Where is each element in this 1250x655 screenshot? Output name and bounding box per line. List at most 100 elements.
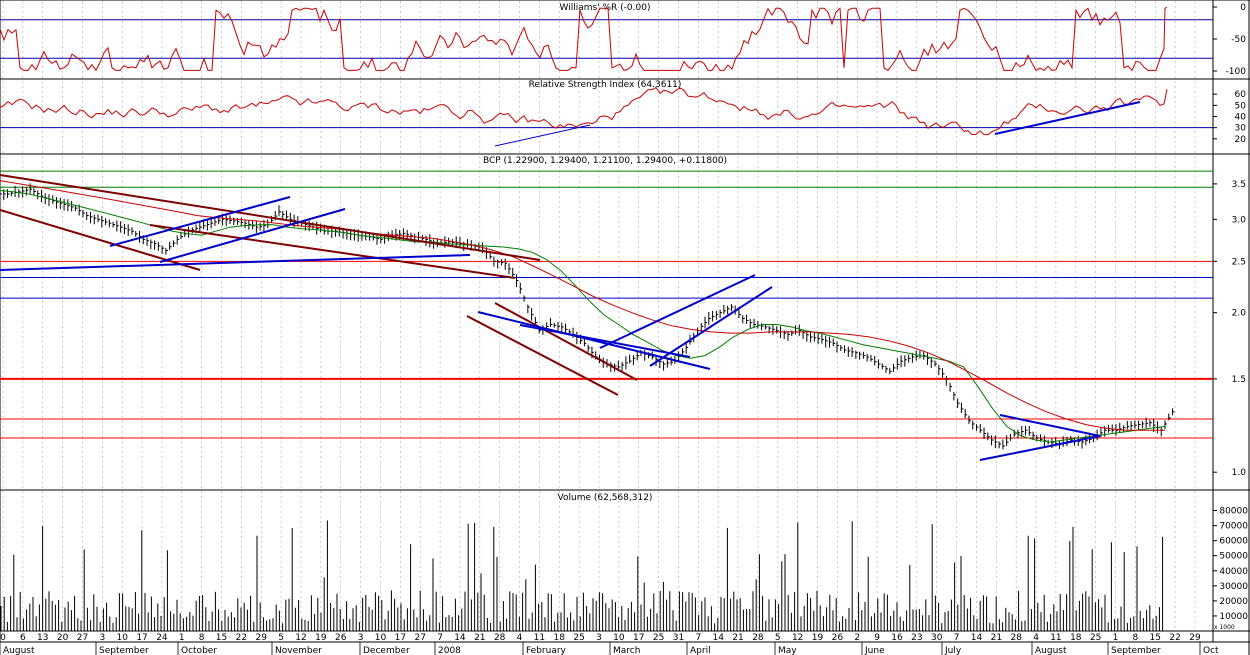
x-tick-label: 12 xyxy=(295,633,306,643)
x-tick-label: 18 xyxy=(554,633,566,643)
x-tick-label: 31 xyxy=(673,633,684,643)
x-tick-label: 30 xyxy=(931,633,943,643)
x-tick-label: 15 xyxy=(216,633,227,643)
x-tick-label: 16 xyxy=(891,633,903,643)
price-panel: 3.5 3.0 2.5 2.0 1.5 1.0 xyxy=(0,170,1247,478)
x-tick-label: 8 xyxy=(199,633,205,643)
williams-y-label: 0 xyxy=(1240,3,1246,13)
x-tick-label: 19 xyxy=(315,633,327,643)
volume-y-label: 10000 xyxy=(1219,612,1248,622)
month-label: February xyxy=(526,646,567,655)
x-tick-label: 6 xyxy=(20,633,26,643)
x-tick-label: 3 xyxy=(99,633,105,643)
x-tick-label: 1 xyxy=(1113,633,1119,643)
x-tick-label: 24 xyxy=(156,633,168,643)
x-tick-label: 20 xyxy=(57,633,69,643)
month-label: March xyxy=(613,646,640,655)
month-label: August xyxy=(1035,646,1067,655)
x-tick-label: 18 xyxy=(1070,633,1082,643)
x-tick-label: 14 xyxy=(454,633,466,643)
x-tick-label: 14 xyxy=(971,633,983,643)
rsi-title: Relative Strength Index (64.3611) xyxy=(529,80,682,90)
month-label: August xyxy=(3,646,35,655)
x-tick-label: 8 xyxy=(1133,633,1139,643)
month-label: September xyxy=(99,646,149,655)
trendline xyxy=(159,208,346,263)
month-label: December xyxy=(363,646,410,655)
x-tick-label: 29 xyxy=(1189,633,1201,643)
month-label: 2008 xyxy=(438,646,461,655)
x-tick-label: 28 xyxy=(494,633,506,643)
month-label: April xyxy=(690,646,711,655)
rsi-y-label: 20 xyxy=(1235,135,1247,145)
x-tick-label: 15 xyxy=(1150,633,1161,643)
x-tick-label: 27 xyxy=(77,633,88,643)
x-tick-label: 10 xyxy=(116,633,128,643)
x-tick-label: 22 xyxy=(1169,633,1180,643)
volume-unit-label: x 1000 xyxy=(1214,624,1235,631)
x-tick-label: 12 xyxy=(792,633,803,643)
x-tick-label: 9 xyxy=(874,633,880,643)
month-label: September xyxy=(1111,646,1161,655)
x-axis: 0 6 13 20 27 3 10 17 24 1 8 15 22 29 5 12 19 26 3 10 17 27 7 14… xyxy=(0,633,1219,655)
month-label: Oct xyxy=(1203,646,1219,655)
rsi-y-label: 50 xyxy=(1235,101,1247,111)
rsi-line xyxy=(0,86,1168,136)
x-tick-label: 17 xyxy=(395,633,406,643)
x-tick-label: 17 xyxy=(136,633,147,643)
trendline xyxy=(649,286,773,367)
x-tick-label: 4 xyxy=(517,633,523,643)
x-tick-label: 25 xyxy=(573,633,584,643)
volume-y-label: 40000 xyxy=(1219,567,1248,577)
x-tick-label: 7 xyxy=(695,633,701,643)
x-tick-label: 3 xyxy=(596,633,602,643)
price-y-label: 3.0 xyxy=(1232,215,1247,225)
x-tick-label: 11 xyxy=(1050,633,1061,643)
trendline xyxy=(999,414,1101,437)
x-tick-label: 21 xyxy=(732,633,743,643)
x-tick-label: 25 xyxy=(1090,633,1101,643)
x-tick-label: 2 xyxy=(854,633,860,643)
williams-r-title: Williams' %R (-0.00) xyxy=(560,3,651,13)
x-tick-label: 7 xyxy=(437,633,443,643)
trendline xyxy=(0,254,471,271)
trendline xyxy=(477,311,711,370)
trendline xyxy=(494,302,638,381)
volume-y-label: 80000 xyxy=(1219,507,1248,517)
trendline xyxy=(599,274,756,349)
x-tick-label: 22 xyxy=(236,633,247,643)
x-tick-label: 26 xyxy=(335,633,347,643)
x-tick-label: 23 xyxy=(911,633,922,643)
month-label: November xyxy=(275,646,322,655)
x-tick-label: 5 xyxy=(278,633,284,643)
rsi-y-label: 60 xyxy=(1235,90,1247,100)
volume-title: Volume (62,568,312) xyxy=(558,493,653,503)
rsi-y-label: 40 xyxy=(1235,113,1247,123)
volume-y-label: 30000 xyxy=(1219,582,1248,592)
short-moving-average xyxy=(0,190,1166,443)
x-tick-label: 10 xyxy=(375,633,387,643)
x-tick-label: 19 xyxy=(812,633,824,643)
rsi-y-label: 30 xyxy=(1235,124,1247,134)
x-tick-label: 14 xyxy=(712,633,724,643)
month-label: June xyxy=(864,646,885,655)
x-tick-label: 5 xyxy=(775,633,781,643)
x-tick-label: 11 xyxy=(534,633,545,643)
x-tick-label: 4 xyxy=(1033,633,1039,643)
vertical-gridlines xyxy=(2,1,1196,631)
volume-y-label: 60000 xyxy=(1219,537,1248,547)
trendline xyxy=(519,324,691,358)
volume-y-label: 20000 xyxy=(1219,597,1248,607)
williams-y-label: -100 xyxy=(1226,67,1247,77)
month-label: October xyxy=(181,646,217,655)
williams-r-panel: 0 -50 -100 xyxy=(0,3,1246,77)
x-tick-label: 1 xyxy=(179,633,185,643)
x-tick-label: 21 xyxy=(474,633,485,643)
trendline xyxy=(466,315,619,396)
x-tick-label: 27 xyxy=(414,633,425,643)
month-label: July xyxy=(944,646,962,655)
trendline xyxy=(979,435,1101,461)
trendline xyxy=(0,174,541,261)
